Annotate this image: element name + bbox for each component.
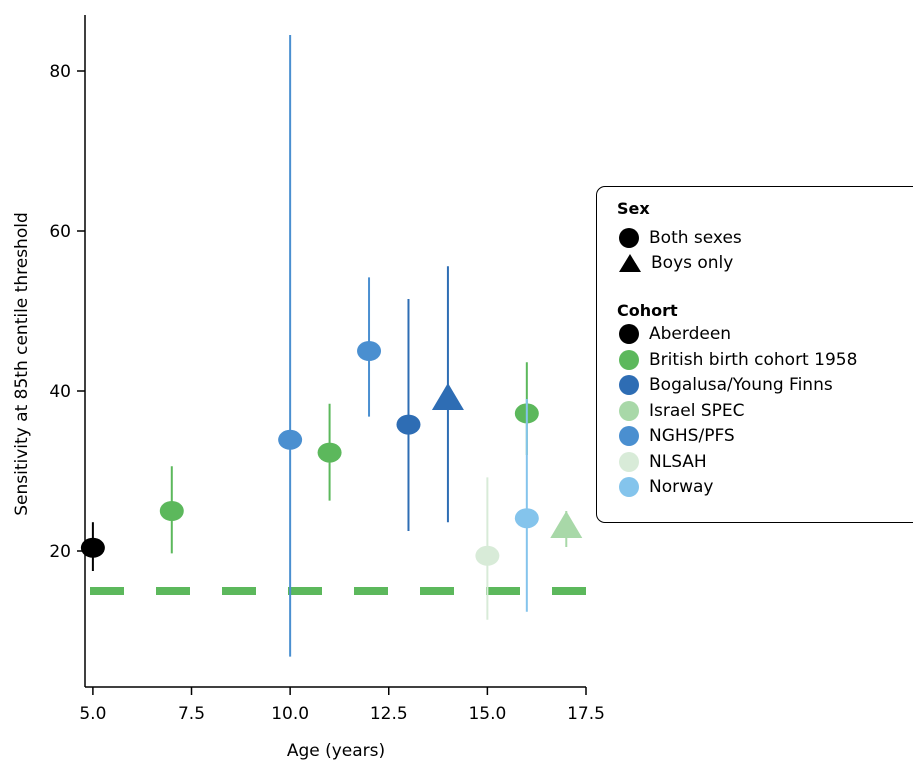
legend-cohort-label: Israel SPEC [649,400,745,421]
legend-cohort-label: British birth cohort 1958 [649,349,858,370]
legend-cohort-label: NGHS/PFS [649,426,735,446]
legend-sex-item: Boys only [619,252,733,274]
x-tick-label: 15.0 [468,704,506,724]
data-point-triangle [550,511,583,538]
legend-circle-swatch [619,228,639,248]
y-tick-label: 80 [49,62,71,82]
legend-cohort-item: Norway [619,476,714,498]
legend-sex-label: Both sexes [649,228,742,248]
legend-cohort-item: NLSAH [619,451,707,473]
y-axis-title: Sensitivity at 85th centile threshold [12,212,32,516]
legend-color-swatch [619,477,639,497]
y-tick-label: 60 [49,222,71,242]
data-point-circle [80,537,105,558]
y-tick-label: 20 [49,542,71,562]
legend-color-swatch [619,426,639,446]
x-tick-label: 5.0 [79,704,106,724]
marks-layer [80,35,583,657]
legend-cohort-label: Bogalusa/Young Finns [649,375,833,395]
data-point-circle [159,501,184,521]
legend-cohort-title: Cohort [617,301,678,320]
x-axis-title: Age (years) [287,741,385,761]
legend-cohort-label: Aberdeen [649,324,732,344]
data-point-circle [278,429,303,450]
x-tick-label: 7.5 [178,704,205,724]
legend-sex-item: Both sexes [619,227,742,249]
ticks-layer: 5.0 7.5 10.0 12.5 15.0 17.5 20 40 60 80 [49,62,605,724]
x-tick-label: 17.5 [567,704,605,724]
legend-cohort-item: NGHS/PFS [619,425,735,447]
legend-color-swatch [619,451,639,472]
legend: Sex Both sexes Boys only Cohort Aberdeen B… [596,186,913,523]
legend-color-swatch [619,375,639,395]
legend-cohort-item: Israel SPEC [619,400,745,422]
data-point-circle [475,545,500,566]
axes-layer [84,15,586,688]
legend-color-swatch [619,324,639,344]
legend-cohort-label: NLSAH [649,451,707,472]
y-tick-label: 40 [49,382,71,402]
legend-sex-title: Sex [617,199,650,218]
legend-color-swatch [619,400,639,421]
data-point-circle [396,414,421,435]
legend-cohort-item: Bogalusa/Young Finns [619,374,833,396]
legend-triangle-swatch [619,254,641,272]
x-tick-label: 12.5 [370,704,408,724]
data-point-circle [357,341,382,361]
legend-cohort-label: Norway [649,477,714,497]
data-point-triangle [431,383,464,410]
legend-cohort-item: Aberdeen [619,323,731,345]
x-tick-label: 10.0 [271,704,309,724]
data-point-circle [514,508,539,529]
legend-sex-label: Boys only [651,253,734,273]
legend-cohort-item: British birth cohort 1958 [619,349,857,371]
data-point-circle [317,442,342,463]
legend-color-swatch [619,349,639,370]
